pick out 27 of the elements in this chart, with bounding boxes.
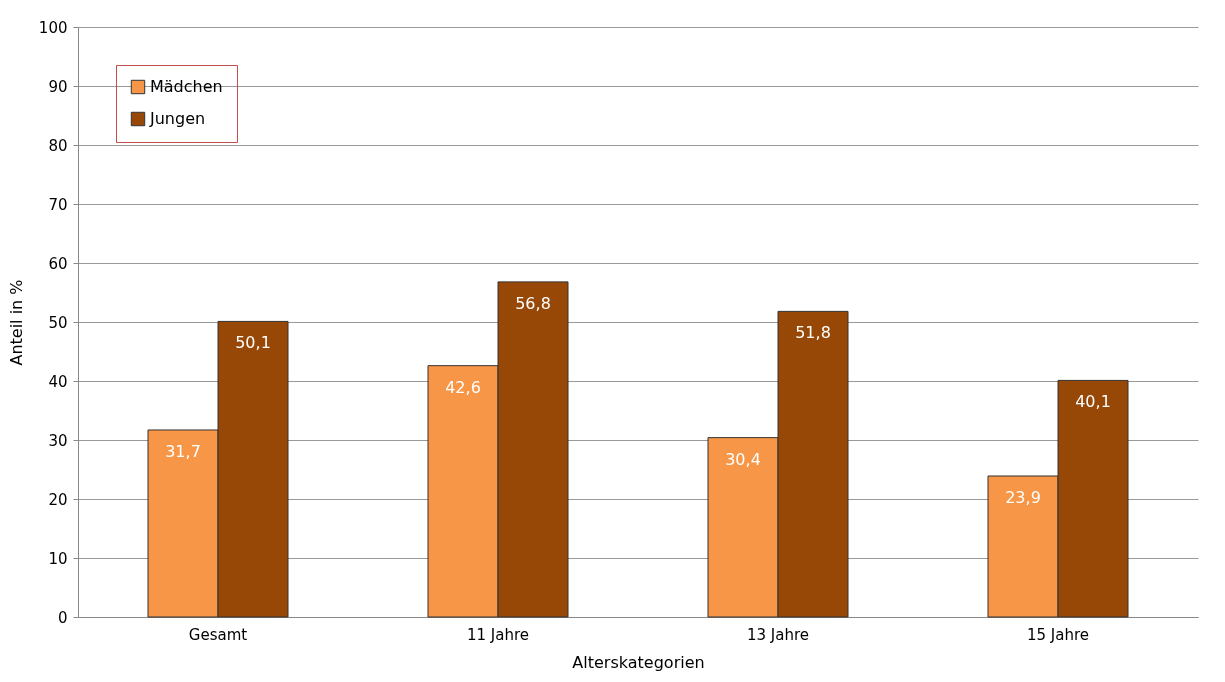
- data-label: 40,1: [1075, 392, 1111, 412]
- y-tick-label: 50: [48, 313, 68, 332]
- y-tick-label: 100: [38, 18, 68, 37]
- x-tick-label: 15 Jahre: [1026, 625, 1090, 644]
- y-tick-label: 90: [48, 77, 68, 96]
- data-label: 56,8: [515, 293, 551, 313]
- x-tick-label: 13 Jahre: [746, 625, 810, 644]
- y-tick-label: 10: [48, 549, 68, 568]
- data-label: 42,6: [445, 377, 481, 397]
- legend-label: Mädchen: [150, 77, 223, 96]
- y-tick-label: 40: [48, 372, 68, 391]
- legend-label: Jungen: [149, 109, 206, 128]
- x-axis-title: Alterskategorien: [572, 652, 705, 672]
- y-tick-label: 60: [48, 254, 68, 273]
- y-axis-title: Anteil in %: [6, 279, 26, 366]
- y-tick-label: 0: [57, 608, 68, 627]
- data-label: 30,4: [725, 449, 761, 469]
- data-label: 31,7: [165, 441, 201, 461]
- y-tick-label: 30: [48, 431, 68, 450]
- data-label: 50,1: [235, 333, 271, 353]
- y-tick-label: 20: [48, 490, 68, 509]
- x-tick-label: Gesamt: [188, 625, 248, 644]
- x-tick-label: 11 Jahre: [466, 625, 530, 644]
- data-label: 51,8: [795, 323, 831, 343]
- data-label: 23,9: [1005, 487, 1041, 507]
- y-tick-label: 70: [48, 195, 68, 214]
- y-tick-label: 80: [48, 136, 68, 155]
